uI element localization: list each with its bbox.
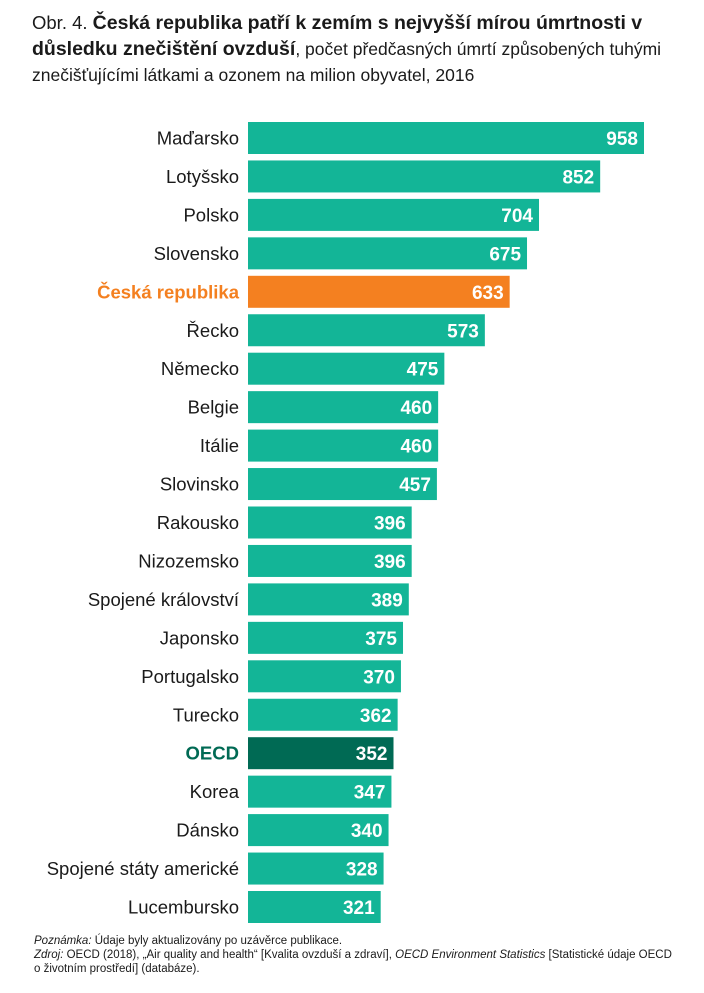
value-label-rakousko: 396 [374,514,406,535]
category-label-lotyssko: Lotyšsko [166,166,239,187]
bar-slovinsko [248,468,437,501]
category-label-lucembursko: Lucembursko [128,897,239,918]
category-label-madarsko: Maďarsko [157,128,239,149]
bar-turecko [248,698,398,731]
source-italic: OECD Environment Statistics [395,949,546,961]
category-label-rakousko: Rakousko [157,512,239,533]
chart-notes: Poznámka: Údaje byly aktualizovány po uz… [34,934,674,976]
category-label-spojene-staty-americke: Spojené státy americké [47,858,239,879]
category-label-slovensko: Slovensko [154,243,239,264]
title-rest: , počet předčasných úmrtí způsobených tu… [32,39,662,85]
value-label-polsko: 704 [501,206,533,227]
bar-japonsko [248,621,404,654]
category-label-dansko: Dánsko [176,820,239,841]
value-label-lotyssko: 852 [562,167,594,188]
value-label-madarsko: 958 [606,129,638,150]
bar-portugalsko [248,660,401,693]
value-label-korea: 347 [354,783,386,804]
value-label-portugalsko: 370 [363,667,395,688]
category-label-nemecko: Německo [161,358,239,379]
bar-korea [248,775,392,808]
category-label-portugalsko: Portugalsko [141,666,239,687]
category-label-spojene-kralovstvi: Spojené království [88,589,240,610]
value-label-belgie: 460 [400,398,432,419]
value-label-ceska-republika: 633 [472,283,504,304]
title-prefix: Obr. 4. [32,12,93,33]
bar-spojene-kralovstvi [248,583,409,616]
value-label-dansko: 340 [351,821,383,842]
bar-oecd [248,737,394,770]
value-label-slovensko: 675 [489,244,521,265]
category-label-japonsko: Japonsko [160,627,239,648]
category-label-recko: Řecko [187,320,239,341]
value-label-nizozemsko: 396 [374,552,406,573]
note-text: Údaje byly aktualizovány po uzávěrce pub… [91,935,343,947]
bar-chart: Maďarsko 958 Lotyšsko 852 Polsko 704 Slovensko… [47,122,644,923]
bar-madarsko [248,122,644,154]
category-label-oecd: OECD [186,743,239,764]
value-label-slovinsko: 457 [399,475,431,496]
value-label-spojene-staty-americke: 328 [346,860,378,881]
chart-title: Obr. 4. Česká republika patří k zemím s … [32,10,672,88]
value-label-lucembursko: 321 [343,898,375,919]
category-label-italie: Itálie [200,435,239,456]
bar-dansko [248,814,389,847]
bar-polsko [248,198,540,231]
category-label-turecko: Turecko [173,704,239,725]
source-line: Zdroj: OECD (2018), „Air quality and hea… [34,948,674,976]
category-label-nizozemsko: Nizozemsko [138,550,239,571]
value-label-spojene-kralovstvi: 389 [371,590,403,611]
source-text-2: [Statistické údaje OECD o životním prost… [34,949,672,975]
category-label-polsko: Polsko [183,204,239,225]
bar-recko [248,314,485,347]
value-label-italie: 460 [400,437,432,458]
category-label-ceska-republika: Česká republika [97,281,240,302]
bar-rakousko [248,506,412,539]
value-label-japonsko: 375 [365,629,397,650]
bar-spojene-staty-americke [248,852,384,885]
value-label-recko: 573 [447,321,479,342]
bar-ceska-republika [248,275,510,308]
bar-lotyssko [248,160,601,193]
title-bold: Česká republika patří k zemím s nejvyšší… [32,12,643,60]
value-label-nemecko: 475 [407,360,439,381]
category-label-slovinsko: Slovinsko [160,474,239,495]
value-label-turecko: 362 [360,706,392,727]
source-text-1: OECD (2018), „Air quality and health“ [K… [63,949,396,961]
bar-nemecko [248,352,445,385]
bar-slovensko [248,237,528,270]
bar-lucembursko [248,891,381,923]
source-label: Zdroj: [34,949,64,961]
bar-italie [248,429,439,462]
category-label-belgie: Belgie [188,397,239,418]
value-label-oecd: 352 [356,744,388,765]
note-label: Poznámka: [34,935,92,947]
note-line: Poznámka: Údaje byly aktualizovány po uz… [34,934,674,948]
bar-nizozemsko [248,544,412,577]
category-label-korea: Korea [190,781,240,802]
bar-belgie [248,391,439,424]
